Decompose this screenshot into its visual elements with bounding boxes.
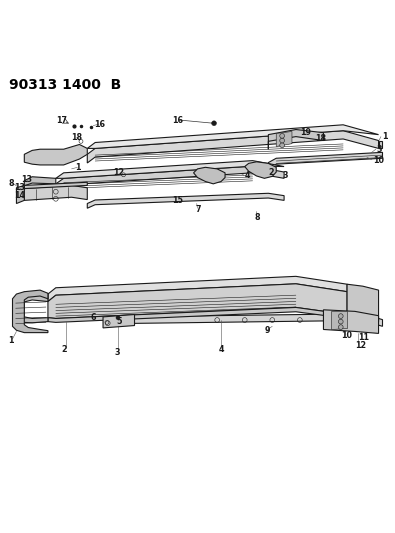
Text: 1: 1 — [382, 132, 387, 141]
Polygon shape — [87, 193, 284, 208]
Text: 4: 4 — [245, 172, 250, 181]
Text: 10: 10 — [341, 331, 352, 340]
Polygon shape — [24, 144, 87, 165]
Text: 7: 7 — [196, 205, 201, 214]
Polygon shape — [24, 185, 87, 200]
Polygon shape — [56, 160, 284, 179]
Circle shape — [339, 319, 343, 324]
Text: 1: 1 — [8, 336, 13, 345]
Text: 16: 16 — [172, 116, 183, 125]
Text: 17: 17 — [56, 116, 67, 125]
Polygon shape — [194, 167, 225, 184]
Text: 3: 3 — [115, 348, 120, 357]
Circle shape — [280, 138, 284, 143]
Circle shape — [280, 143, 284, 148]
Polygon shape — [268, 152, 382, 168]
Text: 8: 8 — [254, 213, 260, 222]
Text: 18: 18 — [71, 133, 82, 142]
Polygon shape — [276, 132, 292, 147]
Polygon shape — [24, 182, 87, 189]
Text: 19: 19 — [300, 128, 311, 137]
Text: 9: 9 — [264, 326, 270, 335]
Text: 18: 18 — [316, 134, 327, 143]
Circle shape — [339, 314, 343, 318]
Polygon shape — [245, 162, 276, 179]
Text: 10: 10 — [372, 156, 384, 165]
Text: 12: 12 — [113, 168, 124, 177]
Circle shape — [339, 325, 343, 329]
Text: 2: 2 — [62, 345, 67, 354]
Text: 12: 12 — [355, 341, 366, 350]
Text: 3: 3 — [282, 172, 288, 181]
Polygon shape — [119, 314, 382, 326]
Text: 13: 13 — [21, 175, 32, 183]
Circle shape — [116, 316, 120, 320]
Polygon shape — [331, 311, 347, 329]
Polygon shape — [48, 308, 347, 322]
Polygon shape — [87, 131, 378, 163]
Polygon shape — [56, 166, 284, 190]
Polygon shape — [378, 141, 382, 148]
Polygon shape — [347, 284, 378, 321]
Text: 15: 15 — [172, 196, 183, 205]
Text: 4: 4 — [219, 345, 225, 354]
Polygon shape — [103, 314, 135, 328]
Polygon shape — [48, 284, 347, 318]
Polygon shape — [324, 310, 378, 334]
Polygon shape — [17, 185, 24, 204]
Text: 14: 14 — [15, 191, 25, 200]
Text: 8: 8 — [9, 179, 14, 188]
Text: 6: 6 — [90, 313, 96, 322]
Text: 1: 1 — [75, 163, 81, 172]
Text: 3: 3 — [376, 146, 382, 155]
Text: 13: 13 — [15, 183, 25, 192]
Text: 2: 2 — [268, 167, 274, 176]
Text: 11: 11 — [358, 333, 369, 342]
Text: 16: 16 — [94, 119, 105, 128]
Polygon shape — [17, 292, 48, 323]
Polygon shape — [24, 177, 56, 190]
Text: 90313 1400  B: 90313 1400 B — [9, 78, 121, 92]
Circle shape — [280, 133, 284, 138]
Text: 5: 5 — [117, 317, 122, 326]
Polygon shape — [268, 130, 324, 149]
Polygon shape — [48, 276, 347, 302]
Circle shape — [212, 121, 216, 126]
Polygon shape — [87, 125, 378, 148]
Polygon shape — [13, 290, 48, 333]
